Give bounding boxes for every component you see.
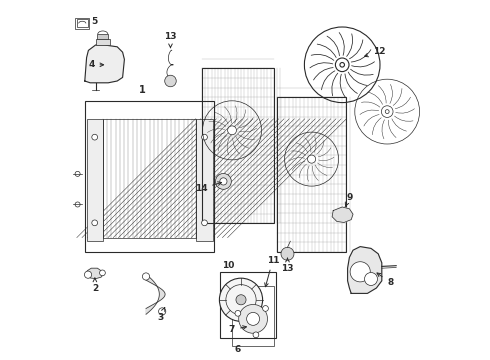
Text: 12: 12 xyxy=(365,46,385,57)
Bar xyxy=(103,119,196,238)
Circle shape xyxy=(92,134,98,140)
Circle shape xyxy=(143,273,149,280)
Bar xyxy=(85,101,215,252)
Bar xyxy=(196,119,213,241)
Text: 4: 4 xyxy=(88,60,103,69)
Text: 1: 1 xyxy=(139,85,146,95)
Polygon shape xyxy=(146,274,165,314)
Bar xyxy=(98,34,108,39)
Circle shape xyxy=(228,126,237,135)
Circle shape xyxy=(263,306,269,311)
Bar xyxy=(220,272,275,338)
Text: 3: 3 xyxy=(157,307,165,322)
Circle shape xyxy=(239,305,268,333)
Circle shape xyxy=(216,174,231,189)
Circle shape xyxy=(308,155,316,163)
Text: 8: 8 xyxy=(377,273,393,287)
Bar xyxy=(75,18,90,29)
Polygon shape xyxy=(347,247,382,293)
Text: 10: 10 xyxy=(221,261,234,270)
Circle shape xyxy=(92,220,98,226)
Circle shape xyxy=(236,295,246,305)
Circle shape xyxy=(201,220,207,226)
Text: 7: 7 xyxy=(229,325,246,334)
Circle shape xyxy=(99,270,105,276)
Text: 13: 13 xyxy=(281,258,294,273)
Circle shape xyxy=(220,178,227,185)
Text: 9: 9 xyxy=(345,193,353,207)
Polygon shape xyxy=(85,45,124,83)
Text: 14: 14 xyxy=(195,182,221,193)
Circle shape xyxy=(253,332,259,338)
Circle shape xyxy=(201,134,207,140)
Polygon shape xyxy=(332,207,353,222)
Text: 11: 11 xyxy=(265,256,279,287)
Circle shape xyxy=(246,312,260,325)
Text: 6: 6 xyxy=(234,345,241,354)
Text: 5: 5 xyxy=(91,18,97,27)
Circle shape xyxy=(159,308,166,315)
Circle shape xyxy=(281,247,294,260)
Circle shape xyxy=(165,75,176,87)
Circle shape xyxy=(75,171,80,176)
Bar xyxy=(232,286,274,346)
Text: 13: 13 xyxy=(164,32,177,48)
Circle shape xyxy=(335,58,349,72)
Circle shape xyxy=(84,271,92,278)
Bar xyxy=(87,119,103,241)
Circle shape xyxy=(220,278,263,321)
Circle shape xyxy=(365,273,377,285)
Circle shape xyxy=(235,310,241,316)
Circle shape xyxy=(350,262,370,282)
Bar xyxy=(76,19,88,27)
Circle shape xyxy=(75,202,80,207)
Bar xyxy=(96,39,110,45)
Circle shape xyxy=(385,110,389,113)
Circle shape xyxy=(340,63,344,67)
Text: 2: 2 xyxy=(92,278,98,293)
Circle shape xyxy=(381,106,393,117)
Polygon shape xyxy=(86,268,104,279)
